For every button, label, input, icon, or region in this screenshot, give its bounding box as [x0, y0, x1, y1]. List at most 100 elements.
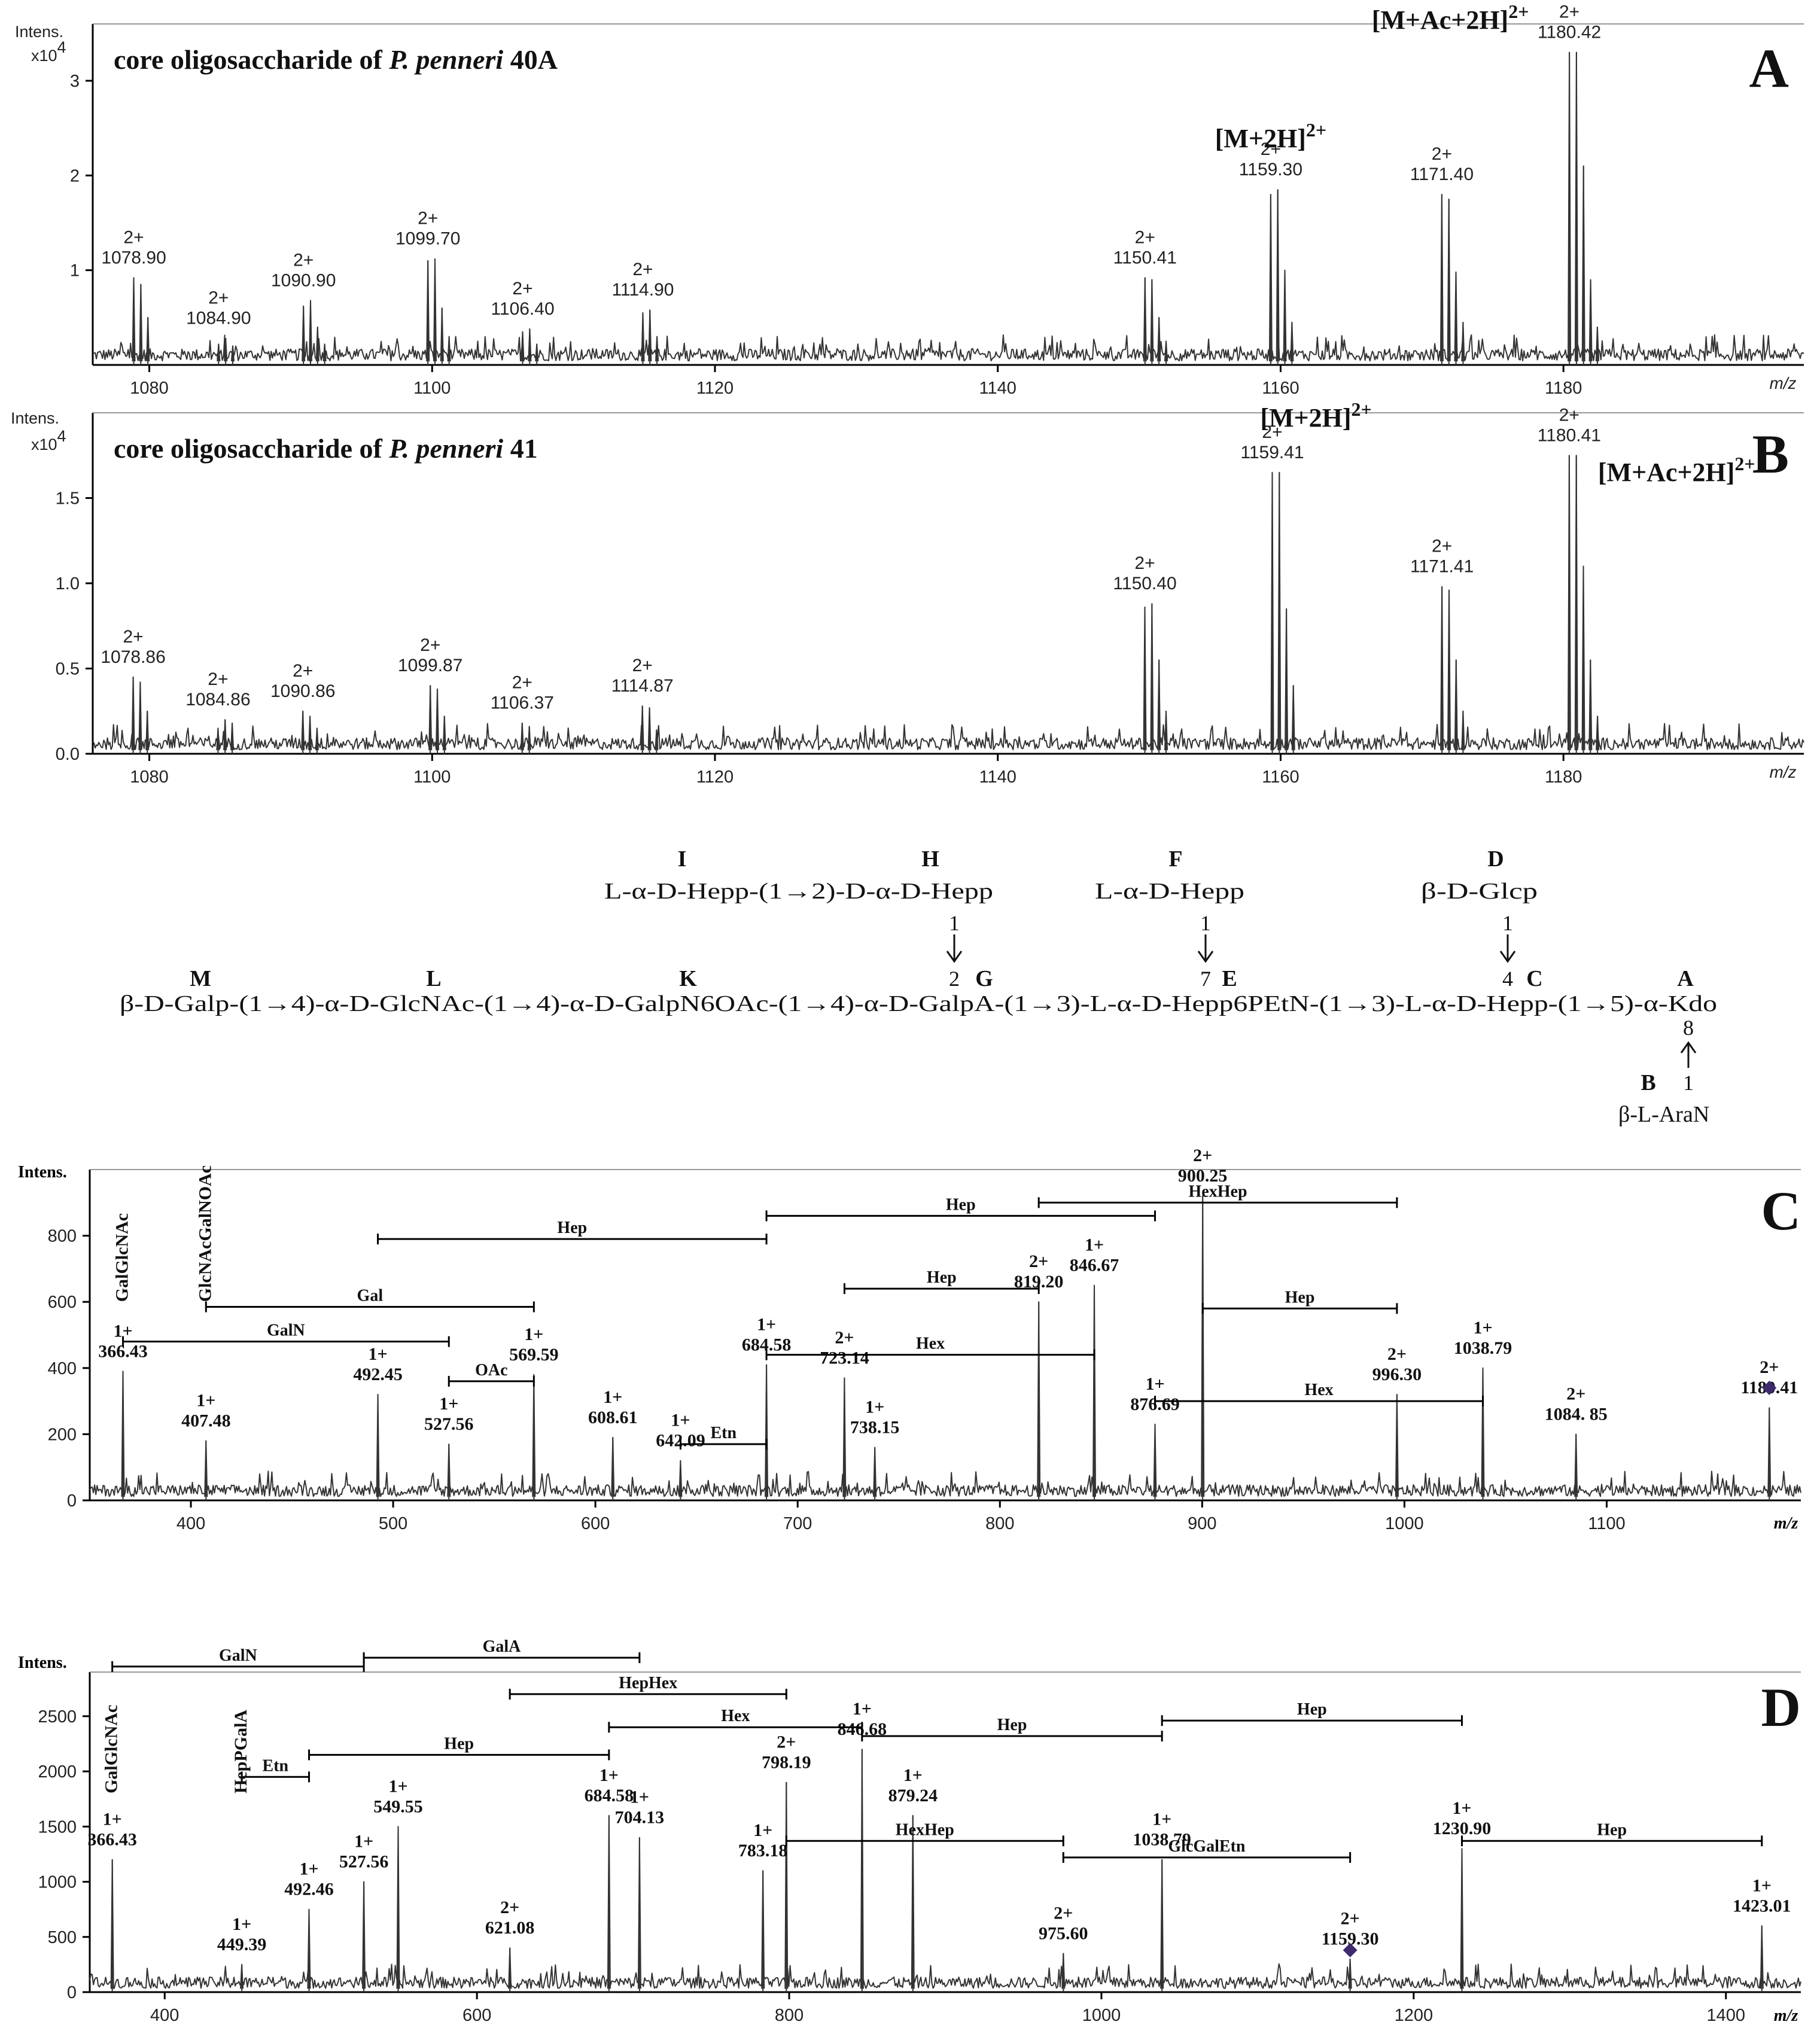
peak-mz-label: 783.18: [738, 1841, 788, 1861]
bracket-label: Hep: [1597, 1820, 1627, 1839]
x-tick-label: 700: [783, 1514, 812, 1533]
x-tick-label: 1100: [1588, 1514, 1625, 1533]
y-tick-label: 0: [67, 1983, 77, 2002]
peak-mz-label: 723.14: [820, 1348, 869, 1368]
y-tick-label: 2500: [38, 1707, 77, 1727]
residue-letter-l: L: [426, 966, 441, 991]
residue-letter-i: I: [678, 847, 687, 872]
peak-charge-label: 1+: [865, 1397, 884, 1417]
peak-mz-label: 798.19: [762, 1752, 811, 1772]
peak-charge-label: 1+: [388, 1776, 407, 1796]
peak-charge-label: 1+: [369, 1344, 388, 1364]
peak-charge-label: 1+: [757, 1314, 776, 1334]
peak-charge-label: 2+: [1432, 537, 1452, 556]
x-tick-label: 800: [985, 1514, 1014, 1533]
bracket-label: Hep: [557, 1219, 587, 1237]
peak-mz-label: 1038.79: [1133, 1830, 1191, 1850]
peak-mz-label: 1159.30: [1239, 160, 1302, 179]
panel-d-chart: Intens. D m/z 400 600 800 1000 1200 1400 0 500 1…: [18, 1637, 1801, 2025]
spectrum-trace: [92, 51, 1804, 362]
peak-charge-label: 2+: [500, 1898, 519, 1917]
peak-mz-label: 1180.42: [1538, 23, 1601, 42]
residue-letter-f: F: [1168, 847, 1182, 872]
peak-charge-label: 2+: [208, 288, 229, 308]
peak-mz-label: 1090.90: [271, 270, 336, 290]
x-tick-label: 1140: [979, 768, 1016, 787]
y-tick-label: 1500: [38, 1817, 77, 1837]
residue-letter-b: B: [1641, 1070, 1655, 1095]
y-tick-label: 600: [48, 1293, 77, 1312]
bracket-label: Hep: [1285, 1288, 1315, 1307]
peak-mz-label: 1106.40: [491, 299, 554, 319]
spectrum-trace: [89, 1195, 1801, 1497]
peak-charge-label: 1+: [671, 1411, 690, 1430]
vertical-label: HepPGalA: [231, 1710, 251, 1794]
branch-d: β-D-Glcp: [1421, 879, 1538, 904]
x-tick-label: 1000: [1082, 2006, 1121, 2025]
x-axis-label: m/z: [1774, 2006, 1798, 2025]
residue-letter-e: E: [1222, 966, 1237, 991]
peak-charge-label: 2+: [123, 227, 144, 247]
x-tick-label: 600: [581, 1514, 610, 1533]
x-tick-label: 1160: [1262, 379, 1299, 398]
x-tick-label: 600: [462, 2006, 491, 2025]
y-tick-label: 400: [48, 1359, 77, 1378]
peak-mz-label: 1078.86: [101, 647, 165, 667]
peak-mz-label: 527.56: [339, 1852, 389, 1872]
peak-charge-label: 1+: [1473, 1318, 1492, 1338]
y-tick-label: 1: [70, 261, 80, 281]
peak-charge-label: 1+: [1752, 1875, 1772, 1895]
peak-mz-label: 975.60: [1039, 1923, 1088, 1943]
x-tick-label: 500: [379, 1514, 407, 1533]
peak-charge-label: 1+: [603, 1387, 622, 1407]
peak-charge-label: 2+: [293, 661, 313, 681]
peak-charge-label: 2+: [1193, 1146, 1212, 1165]
peak-charge-label: 2+: [1262, 422, 1282, 442]
bracket-label: Hep: [1297, 1700, 1327, 1719]
peak-charge-label: 2+: [1261, 139, 1281, 159]
peak-mz-label: 407.48: [181, 1411, 231, 1430]
x-tick-label: 1400: [1706, 2006, 1745, 2025]
peak-mz-label: 1171.41: [1410, 557, 1474, 577]
peak-mz-label: 704.13: [615, 1808, 665, 1828]
peak-mz-label: 1114.90: [611, 280, 674, 300]
peak-mz-label: 1171.40: [1410, 165, 1474, 184]
y-tick-label: 1.5: [56, 489, 80, 508]
x-axis-label: m/z: [1769, 763, 1796, 781]
peak-charge-label: 1+: [753, 1820, 772, 1840]
peak-mz-label: 1078.90: [101, 248, 166, 267]
x-tick-label: 1160: [1262, 768, 1299, 787]
x-tick-label: 400: [176, 1514, 205, 1533]
link-position: 7: [1200, 967, 1211, 991]
panel-letter-a: A: [1749, 38, 1789, 99]
bracket-label: Gal: [357, 1286, 384, 1305]
x-tick-label: 1100: [413, 768, 451, 787]
peak-charge-label: 2+: [632, 260, 653, 279]
peak-charge-label: 2+: [1432, 144, 1452, 164]
diamond-marker-icon: [1343, 1942, 1358, 1957]
up-arrow-icon: [1680, 1041, 1697, 1068]
x-axis-label: m/z: [1774, 1514, 1798, 1533]
x-tick-label: 1000: [1385, 1514, 1424, 1533]
peak-mz-label: 684.58: [585, 1786, 634, 1805]
bracket-label: GalN: [219, 1646, 257, 1665]
down-arrow-icon: [1499, 934, 1516, 963]
peak-charge-label: 1+: [354, 1832, 373, 1852]
structure-diagram: I H F D L-α-D-Hepp-(1→2)-D-α-D-Hepp L-α-…: [120, 847, 1717, 1127]
peak-mz-label: 1084.90: [186, 309, 251, 328]
link-position: 4: [1502, 967, 1513, 991]
peak-mz-label: 492.45: [353, 1365, 403, 1384]
y-axis-label: Intens.: [11, 409, 59, 427]
peak-mz-label: 1114.87: [611, 676, 674, 696]
x-tick-label: 900: [1188, 1514, 1216, 1533]
peak-charge-label: 2+: [632, 656, 653, 675]
link-position: 1: [949, 911, 960, 935]
y-axis-label: Intens.: [15, 23, 63, 41]
peak-charge-label: 1+: [1452, 1798, 1471, 1818]
sub-residue: β-L-AraN: [1618, 1102, 1709, 1127]
down-arrow-icon: [1197, 934, 1214, 963]
peak-mz-label: 900.25: [1178, 1166, 1228, 1186]
y-axis-scale: x104: [31, 427, 66, 453]
x-tick-label: 1140: [979, 379, 1016, 398]
